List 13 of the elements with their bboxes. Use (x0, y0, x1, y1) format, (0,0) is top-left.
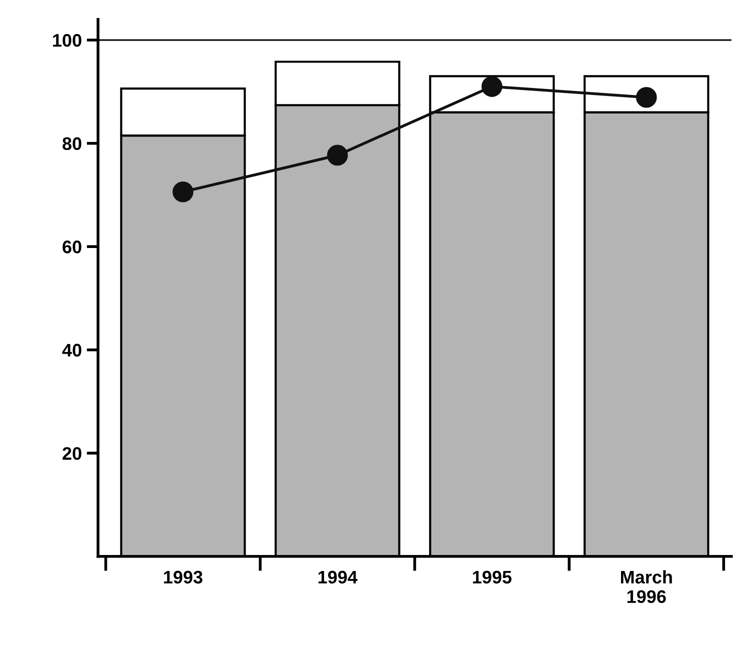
y-tick-label: 80 (62, 137, 82, 150)
y-tick-label: 60 (62, 240, 82, 254)
x-tick-label: 1995 (472, 570, 512, 584)
point (327, 144, 348, 166)
x-tick-label: 1993 (164, 570, 202, 584)
point (172, 181, 194, 202)
x-tick-label: March 1996 (621, 570, 672, 604)
y-tick-label: 100 (53, 34, 82, 47)
y-tick-label: 40 (62, 344, 82, 357)
point (636, 86, 657, 108)
x-tick-label: 1994 (318, 570, 358, 584)
y-tick-label: 20 (62, 447, 82, 460)
point (482, 76, 502, 97)
